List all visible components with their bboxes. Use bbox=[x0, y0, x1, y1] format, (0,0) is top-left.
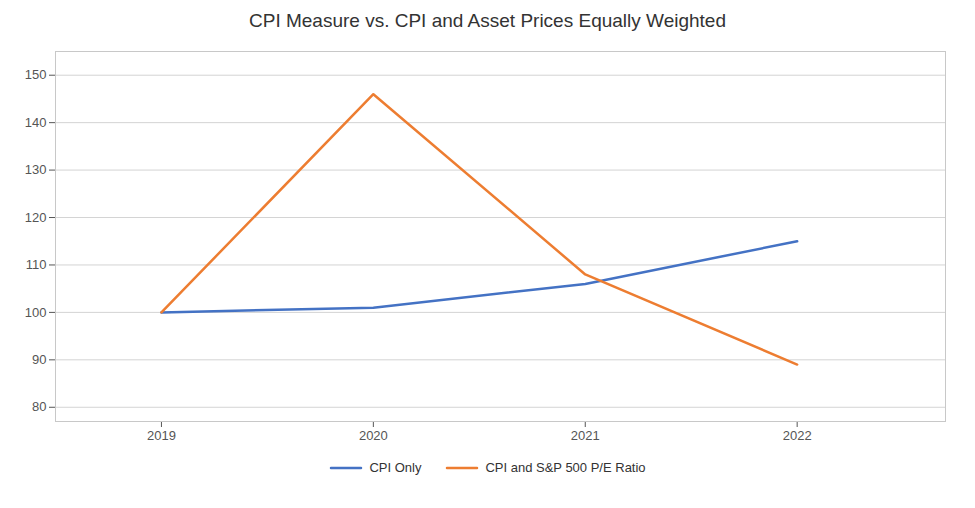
svg-text:2021: 2021 bbox=[571, 428, 600, 443]
svg-text:90: 90 bbox=[32, 352, 46, 367]
svg-text:120: 120 bbox=[25, 210, 47, 225]
svg-text:110: 110 bbox=[26, 257, 47, 272]
svg-text:2019: 2019 bbox=[147, 428, 176, 443]
svg-text:150: 150 bbox=[25, 67, 47, 82]
html-text:CPI Only: CPI Only bbox=[369, 460, 422, 475]
svg-text:100: 100 bbox=[25, 305, 47, 320]
svg-text:2020: 2020 bbox=[359, 428, 388, 443]
svg-text:2022: 2022 bbox=[783, 428, 812, 443]
html-text:CPI and S&P 500 P/E Ratio: CPI and S&P 500 P/E Ratio bbox=[485, 460, 646, 475]
svg-text:140: 140 bbox=[25, 115, 47, 130]
svg-text:130: 130 bbox=[25, 162, 47, 177]
html-text:CPI Measure vs. CPI and Asset: CPI Measure vs. CPI and Asset Prices Equ… bbox=[249, 10, 726, 31]
svg-text:80: 80 bbox=[32, 399, 46, 414]
